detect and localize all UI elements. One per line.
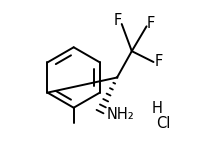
Text: F: F — [146, 16, 155, 31]
Text: Cl: Cl — [156, 117, 171, 131]
Text: H: H — [151, 101, 162, 116]
Text: NH₂: NH₂ — [106, 107, 134, 122]
Text: F: F — [154, 55, 163, 69]
Text: F: F — [114, 13, 122, 28]
